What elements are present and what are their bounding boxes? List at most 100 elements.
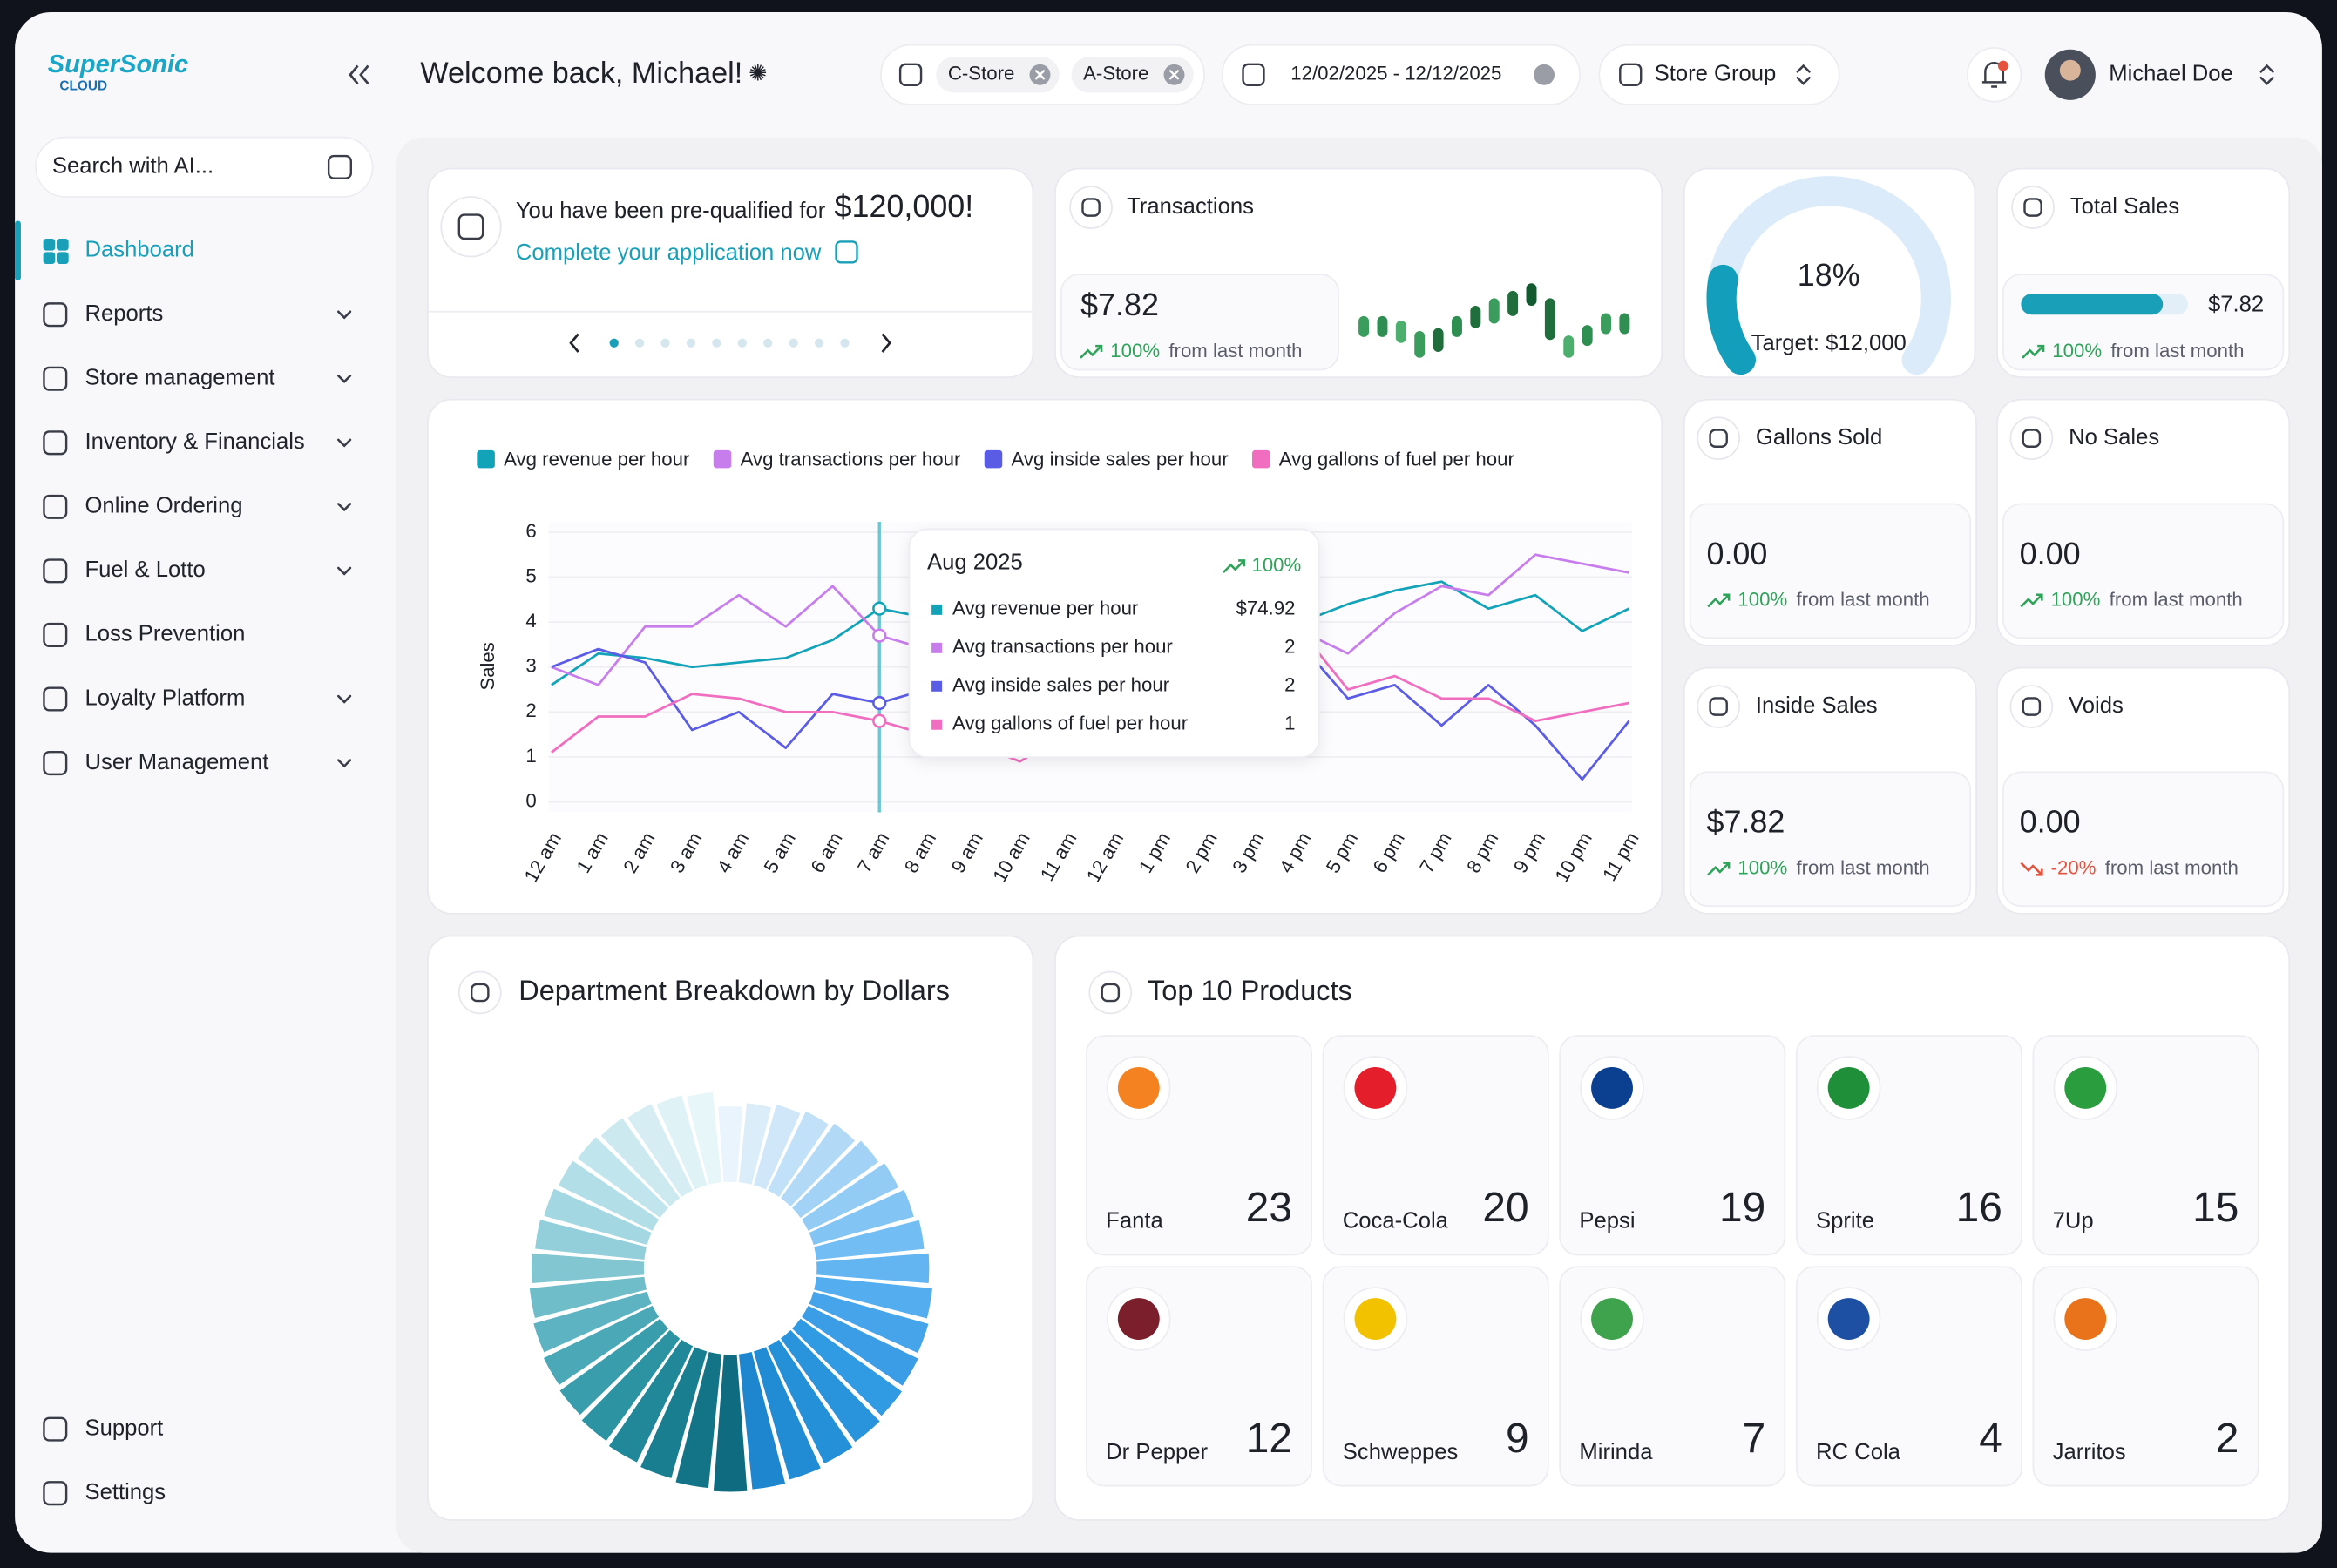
chevron[interactable]: [336, 503, 352, 512]
product-count: 16: [1956, 1185, 2002, 1231]
polar-bar: [600, 1118, 681, 1206]
icon: [1709, 697, 1728, 716]
chevron[interactable]: [2259, 76, 2274, 85]
change-value: 100%: [2052, 340, 2102, 362]
polar-bar: [608, 1339, 694, 1463]
hover-point: [872, 713, 887, 728]
y-tick-label: 2: [525, 700, 536, 721]
chip-remove-x: [1034, 69, 1046, 80]
polar-bar: [792, 1318, 902, 1416]
chevron[interactable]: [336, 310, 352, 320]
menu-item[interactable]: Store management: [85, 366, 274, 390]
search-box[interactable]: [35, 136, 374, 198]
tooltip-label: Avg inside sales per hour: [952, 674, 1170, 696]
chevron[interactable]: [1796, 64, 1811, 73]
product-logo: [1591, 1066, 1633, 1109]
filter-chip-label: A-Store: [1083, 63, 1148, 84]
chevron[interactable]: [336, 566, 352, 576]
sparkline-candle: [1451, 315, 1462, 337]
polar-bar: [753, 1104, 801, 1190]
menu-item[interactable]: Inventory & Financials: [85, 429, 304, 454]
bell: [1981, 62, 2007, 88]
gauge-value: [1706, 264, 1756, 375]
menu-item[interactable]: Loss Prevention: [85, 622, 245, 646]
date-filter[interactable]: [1221, 44, 1581, 105]
notification-button[interactable]: [1966, 47, 2022, 103]
inner-box: [2002, 771, 2285, 908]
date-clear[interactable]: [1534, 64, 1555, 85]
promo-link[interactable]: Complete your application now: [516, 240, 822, 265]
product-logo: [2064, 1066, 2107, 1109]
tooltip-change: 100%: [1251, 554, 1301, 576]
polar-bar: [577, 1137, 669, 1219]
carousel-next[interactable]: [881, 333, 891, 353]
hover-point: [872, 695, 887, 711]
active-indicator: [15, 220, 21, 280]
carousel-dot[interactable]: [814, 338, 824, 348]
footer-item[interactable]: Settings: [85, 1480, 166, 1504]
menu-item[interactable]: Loyalty Platform: [85, 686, 245, 710]
footer-item[interactable]: Support: [85, 1416, 163, 1440]
menu-item[interactable]: User Management: [85, 750, 268, 774]
product-logo: [1117, 1066, 1160, 1109]
polar-bar: [533, 1291, 652, 1353]
store-group-select[interactable]: [1598, 44, 1840, 105]
menu-item[interactable]: Dashboard: [85, 237, 193, 261]
menu-item[interactable]: Fuel & Lotto: [85, 558, 205, 582]
carousel-dot[interactable]: [660, 338, 670, 348]
chevron[interactable]: [2259, 64, 2274, 73]
tooltip-swatch: [931, 604, 943, 615]
notification-dot: [1997, 60, 2008, 71]
legend-swatch: [1251, 449, 1270, 469]
trend-up-icon: [1707, 593, 1731, 608]
carousel-dot[interactable]: [789, 338, 798, 348]
change-value: -20%: [2051, 856, 2097, 878]
trend-up-icon: [1080, 344, 1103, 359]
sparkline-candle: [1414, 331, 1426, 358]
card-value: $7.82: [2208, 293, 2264, 317]
trend-up-icon: [1707, 862, 1731, 876]
card-title: Transactions: [1127, 194, 1254, 219]
polar-bar: [627, 1104, 694, 1197]
polar-bar: [640, 1347, 708, 1478]
polar-bar: [544, 1188, 652, 1246]
carousel-dot[interactable]: [763, 338, 773, 348]
inner-box: [1689, 771, 1972, 908]
polar-bar: [738, 1103, 772, 1185]
product-logo: [2064, 1298, 2107, 1341]
collapse-button[interactable]: [349, 64, 369, 84]
filter-chip: [1071, 57, 1194, 93]
product-name: Dr Pepper: [1106, 1440, 1208, 1464]
icon: [43, 686, 68, 712]
product-count: 23: [1246, 1185, 1292, 1231]
chevron[interactable]: [336, 694, 352, 704]
menu-item[interactable]: Online Ordering: [85, 494, 242, 518]
icon: [2022, 429, 2042, 448]
tooltip-value: $74.92: [1236, 598, 1295, 619]
carousel-dot[interactable]: [737, 338, 747, 348]
product-name: Jarritos: [2053, 1440, 2126, 1464]
trend-down-icon: [2020, 862, 2043, 876]
polar-bar: [559, 1318, 669, 1416]
chevron[interactable]: [336, 375, 352, 383]
polar-bar: [768, 1339, 853, 1463]
icon-badge: [2009, 685, 2054, 728]
progress-fill: [2021, 294, 2164, 315]
chevron[interactable]: [1796, 76, 1811, 85]
change-note: from last month: [2105, 856, 2239, 878]
carousel-dot[interactable]: [634, 338, 645, 348]
chevron[interactable]: [336, 759, 352, 768]
tooltip-swatch: [931, 642, 943, 653]
chevron[interactable]: [336, 438, 352, 448]
product-name: Mirinda: [1579, 1440, 1653, 1464]
carousel-dot[interactable]: [840, 338, 850, 348]
card-title: Gallons Sold: [1756, 425, 1882, 449]
menu-item[interactable]: Reports: [85, 301, 163, 326]
carousel-dot[interactable]: [609, 338, 619, 348]
product-logo: [1827, 1066, 1870, 1109]
carousel-dot[interactable]: [712, 338, 721, 348]
promo-text: You have been pre-qualified for: [516, 199, 826, 223]
inner-box: [1060, 274, 1339, 371]
carousel-prev[interactable]: [569, 333, 579, 353]
carousel-dot[interactable]: [686, 338, 696, 348]
